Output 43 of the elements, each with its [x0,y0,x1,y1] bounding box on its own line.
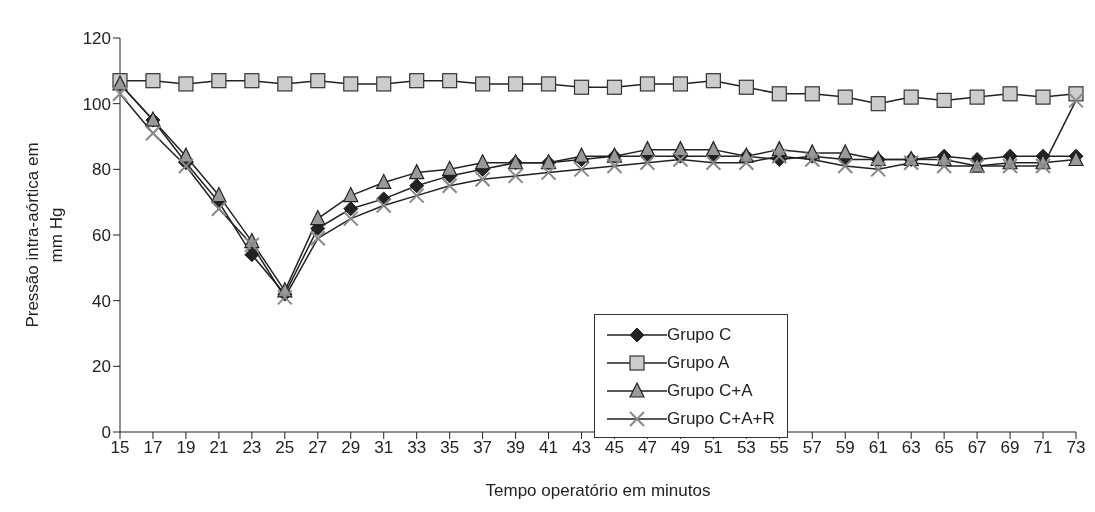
x-tick-label: 17 [143,438,163,458]
legend-label: Grupo C+A+R [667,409,775,429]
x-tick-label: 69 [1000,438,1020,458]
x-tick-label: 65 [934,438,954,458]
y-tick-label: 80 [92,160,111,180]
x-tick-label: 19 [176,438,196,458]
y-tick-label: 40 [92,291,111,311]
x-tick-label: 21 [209,438,229,458]
x-axis-title: Tempo operatório em minutos [485,481,711,500]
x-tick-label: 39 [506,438,526,458]
x-tick-label: 51 [703,438,723,458]
y-tick-label: 20 [92,357,111,377]
x-tick-label: 29 [341,438,361,458]
x-tick-label: 25 [275,438,295,458]
y-axis-title: Pressão intra-aórtica em mm Hg [23,142,66,328]
x-tick-label: 43 [572,438,591,458]
x-tick-label: 37 [473,438,493,458]
y-tick-label: 0 [101,423,111,443]
x-tick-label: 57 [802,438,822,458]
x-tick-label: 49 [670,438,690,458]
x-tick-label: 35 [440,438,460,458]
x-tick-label: 55 [769,438,789,458]
x-tick-label: 27 [308,438,328,458]
legend-label: Grupo C [667,325,732,345]
x-tick-label: 47 [637,438,657,458]
x-tick-label: 41 [539,438,559,458]
x-tick-label: 33 [407,438,427,458]
x-tick-label: 67 [967,438,987,458]
x-tick-label: 61 [868,438,888,458]
x-tick-label: 31 [374,438,394,458]
x-tick-label: 73 [1066,438,1086,458]
y-tick-label: 60 [92,226,111,246]
legend-label: Grupo A [667,353,730,373]
x-tick-label: 71 [1033,438,1053,458]
x-tick-label: 45 [605,438,624,458]
x-tick-label: 63 [901,438,921,458]
y-tick-label: 120 [82,29,111,49]
x-tick-label: 59 [835,438,855,458]
legend-label: Grupo C+A [667,381,753,401]
y-tick-label: 100 [82,94,111,114]
x-tick-label: 53 [736,438,756,458]
x-tick-label: 15 [110,438,130,458]
x-tick-label: 23 [242,438,262,458]
